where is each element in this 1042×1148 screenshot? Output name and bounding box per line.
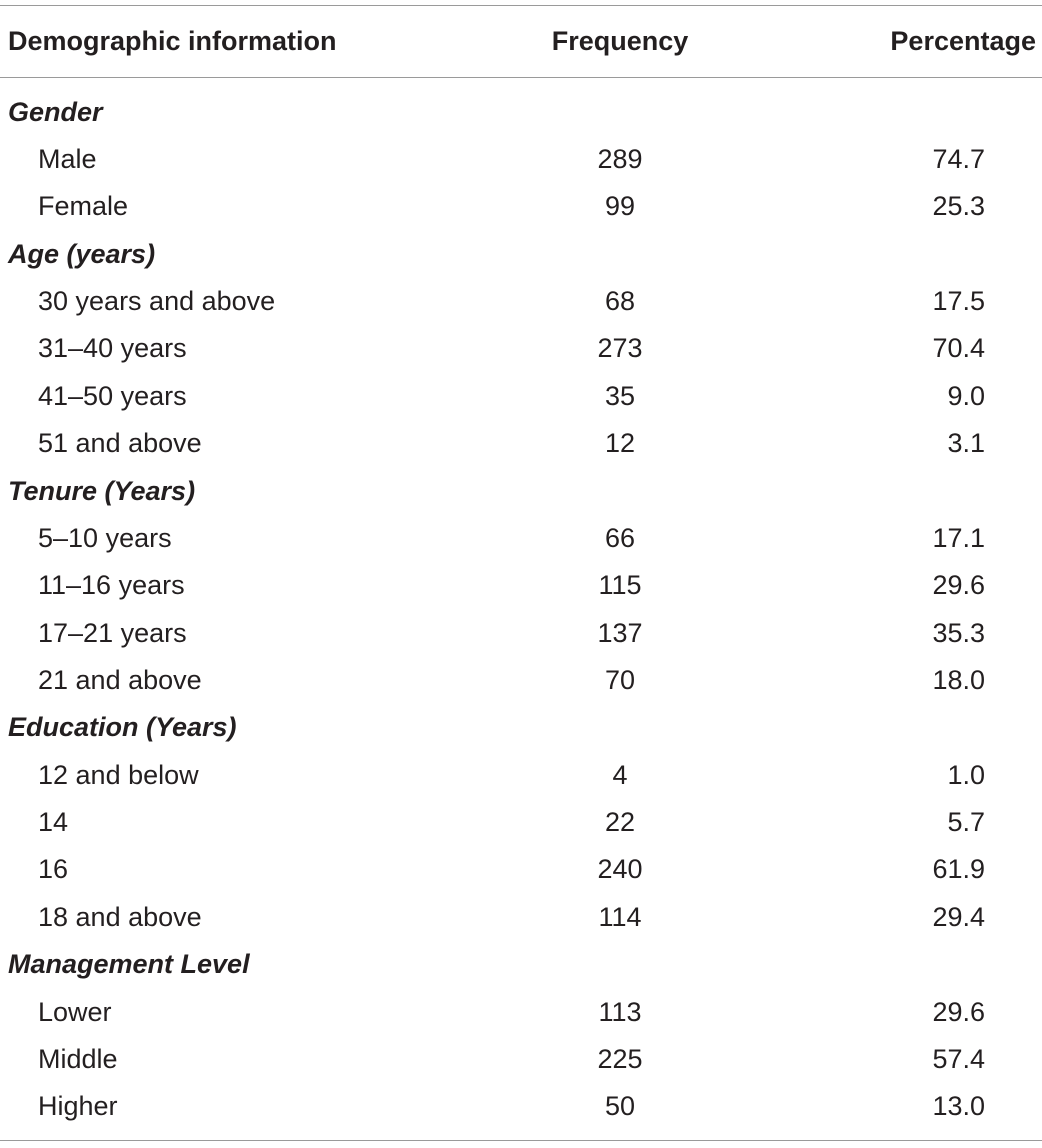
section-title: Gender (8, 97, 103, 127)
header-percentage: Percentage (890, 26, 1036, 56)
table-row: 17–21 years 137 35.3 (0, 610, 1042, 657)
table-row: 21 and above 70 18.0 (0, 657, 1042, 704)
top-rule (0, 5, 1042, 6)
table-row: Lower 113 29.6 (0, 989, 1042, 1036)
section-title: Tenure (Years) (8, 476, 196, 506)
row-frequency: 137 (597, 618, 643, 648)
row-frequency: 68 (604, 286, 636, 316)
table-row: 18 and above 114 29.4 (0, 894, 1042, 941)
row-frequency: 50 (604, 1091, 636, 1121)
row-percentage: 74.7 (932, 144, 985, 174)
row-label: Middle (38, 1044, 118, 1074)
table-row: 41–50 years 35 9.0 (0, 373, 1042, 420)
row-percentage: 1.0 (947, 760, 985, 790)
row-label: 14 (38, 807, 69, 837)
section-title: Education (Years) (8, 712, 237, 742)
table-row: 5–10 years 66 17.1 (0, 515, 1042, 562)
row-frequency: 22 (604, 807, 636, 837)
row-label: 30 years and above (38, 286, 276, 316)
row-frequency: 35 (604, 381, 636, 411)
header-rule (0, 77, 1042, 78)
section-row-education: Education (Years) (0, 704, 1042, 751)
row-percentage: 18.0 (932, 665, 985, 695)
section-title: Management Level (8, 949, 250, 979)
table-header-row: Demographic information Frequency Percen… (0, 17, 1042, 65)
row-label: 17–21 years (38, 618, 187, 648)
row-frequency: 225 (597, 1044, 643, 1074)
row-label: 41–50 years (38, 381, 187, 411)
row-frequency: 289 (597, 144, 643, 174)
row-percentage: 9.0 (947, 381, 985, 411)
table-row: 16 240 61.9 (0, 846, 1042, 893)
row-frequency: 240 (597, 854, 643, 884)
row-percentage: 70.4 (932, 333, 985, 363)
row-frequency: 70 (604, 665, 636, 695)
row-label: Female (38, 191, 129, 221)
table-row: Middle 225 57.4 (0, 1036, 1042, 1083)
row-frequency: 114 (598, 902, 642, 932)
table-row: 30 years and above 68 17.5 (0, 278, 1042, 325)
table-row: Female 99 25.3 (0, 183, 1042, 230)
row-frequency: 115 (598, 570, 642, 600)
row-label: Male (38, 144, 97, 174)
row-percentage: 17.5 (932, 286, 985, 316)
table-row: Higher 50 13.0 (0, 1083, 1042, 1130)
row-percentage: 29.6 (932, 570, 985, 600)
header-demographic-information: Demographic information (8, 26, 337, 56)
row-percentage: 61.9 (932, 854, 985, 884)
row-percentage: 13.0 (932, 1091, 985, 1121)
row-percentage: 35.3 (932, 618, 985, 648)
row-frequency: 12 (604, 428, 636, 458)
row-label: 51 and above (38, 428, 202, 458)
row-label: 11–16 years (38, 570, 185, 600)
row-percentage: 25.3 (932, 191, 985, 221)
row-frequency: 99 (604, 191, 636, 221)
row-label: 16 (38, 854, 69, 884)
row-frequency: 273 (597, 333, 643, 363)
row-label: 5–10 years (38, 523, 172, 553)
row-label: 21 and above (38, 665, 202, 695)
row-label: Lower (38, 997, 112, 1027)
row-percentage: 5.7 (947, 807, 985, 837)
section-row-gender: Gender (0, 89, 1042, 136)
row-label: 31–40 years (38, 333, 187, 363)
row-frequency: 4 (612, 760, 628, 790)
table-row: Male 289 74.7 (0, 136, 1042, 183)
table-row: 12 and below 4 1.0 (0, 752, 1042, 799)
row-percentage: 3.1 (947, 428, 985, 458)
row-label: 18 and above (38, 902, 202, 932)
row-frequency: 66 (604, 523, 636, 553)
section-row-tenure: Tenure (Years) (0, 468, 1042, 515)
section-row-age: Age (years) (0, 231, 1042, 278)
table-row: 14 22 5.7 (0, 799, 1042, 846)
row-percentage: 29.4 (932, 902, 985, 932)
row-percentage: 29.6 (932, 997, 985, 1027)
bottom-rule (0, 1140, 1042, 1141)
row-frequency: 113 (598, 997, 642, 1027)
section-title: Age (years) (8, 239, 156, 269)
row-percentage: 17.1 (932, 523, 985, 553)
section-row-management-level: Management Level (0, 941, 1042, 988)
table-row: 11–16 years 115 29.6 (0, 562, 1042, 609)
table-row: 31–40 years 273 70.4 (0, 325, 1042, 372)
row-label: Higher (38, 1091, 118, 1121)
row-percentage: 57.4 (932, 1044, 985, 1074)
header-frequency: Frequency (551, 26, 689, 56)
table-row: 51 and above 12 3.1 (0, 420, 1042, 467)
row-label: 12 and below (38, 760, 199, 790)
